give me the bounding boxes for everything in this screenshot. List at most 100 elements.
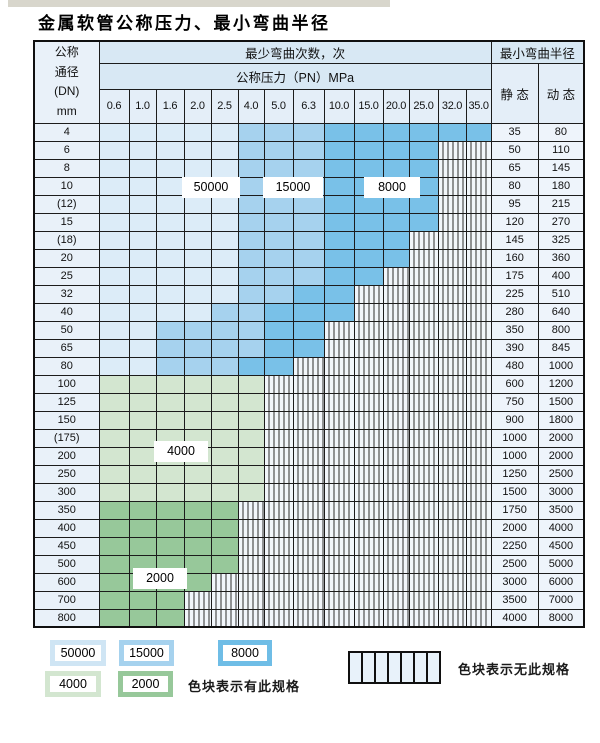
no-spec-cell xyxy=(353,536,384,556)
no-spec-cell xyxy=(323,482,355,502)
spec-cell xyxy=(382,122,410,142)
spec-cell xyxy=(98,320,130,340)
no-spec-cell xyxy=(323,590,355,610)
spec-cell xyxy=(128,536,157,556)
no-spec-cell xyxy=(323,536,355,556)
no-spec-cell xyxy=(437,284,467,304)
no-spec-cell xyxy=(353,482,384,502)
spec-cell xyxy=(237,374,265,394)
spec-cell xyxy=(292,230,325,250)
spec-cell xyxy=(128,320,157,340)
spec-cell xyxy=(237,482,265,502)
spec-cell xyxy=(382,248,410,268)
pressure-tick: 0.6 xyxy=(98,88,130,124)
dynamic-radius-value: 2000 xyxy=(537,446,585,466)
table-row: 450 2250 4500 xyxy=(33,536,585,556)
spec-cell xyxy=(128,302,157,322)
spec-cell xyxy=(183,194,212,214)
no-spec-cell xyxy=(183,590,212,610)
table-row: 6 50 110 xyxy=(33,140,585,160)
spec-cell xyxy=(210,338,239,358)
spec-cell xyxy=(382,140,410,160)
spec-cell xyxy=(323,194,355,214)
spec-cell xyxy=(128,590,157,610)
no-spec-cell xyxy=(437,158,467,178)
scan-edge-strip xyxy=(8,0,390,7)
no-spec-cell xyxy=(465,392,492,412)
no-spec-cell xyxy=(382,608,410,628)
no-spec-cell xyxy=(408,266,439,286)
no-spec-cell xyxy=(408,518,439,538)
spec-cell xyxy=(98,338,130,358)
row-dn-label: 6 xyxy=(33,140,100,160)
no-spec-cell xyxy=(292,536,325,556)
row-dn-label: 65 xyxy=(33,338,100,358)
spec-cell xyxy=(183,248,212,268)
table-row: (18) 145 325 xyxy=(33,230,585,250)
no-spec-cell xyxy=(323,608,355,628)
row-dn-label: (175) xyxy=(33,428,100,448)
spec-cell xyxy=(183,572,212,592)
no-spec-cell xyxy=(465,158,492,178)
no-spec-cell xyxy=(263,536,294,556)
no-spec-cell xyxy=(465,482,492,502)
spec-cell xyxy=(155,302,185,322)
spec-cell xyxy=(98,446,130,466)
legend-swatch-4000: 4000 xyxy=(45,671,101,697)
row-dn-label: 8 xyxy=(33,158,100,178)
no-spec-cell xyxy=(437,194,467,214)
spec-cell xyxy=(155,140,185,160)
dynamic-radius-value: 145 xyxy=(537,158,585,178)
spec-cell xyxy=(128,122,157,142)
no-spec-cell xyxy=(465,410,492,430)
dynamic-radius-value: 2500 xyxy=(537,464,585,484)
no-spec-swatch-cell xyxy=(415,653,428,682)
no-spec-cell xyxy=(382,446,410,466)
row-dn-label: 600 xyxy=(33,572,100,592)
dynamic-radius-value: 1200 xyxy=(537,374,585,394)
row-dn-label: 20 xyxy=(33,248,100,268)
static-radius-value: 480 xyxy=(490,356,539,376)
no-spec-swatch-cell xyxy=(363,653,376,682)
no-spec-cell xyxy=(353,356,384,376)
no-spec-cell xyxy=(292,446,325,466)
cycle-count-label: 8000 xyxy=(364,177,420,198)
table-row: 4 35 80 xyxy=(33,122,585,142)
spec-cell xyxy=(323,158,355,178)
no-spec-cell xyxy=(465,140,492,160)
table-row: 250 1250 2500 xyxy=(33,464,585,484)
spec-cell xyxy=(128,518,157,538)
spec-cell xyxy=(237,230,265,250)
no-spec-cell xyxy=(323,464,355,484)
nominal-pressure-header: 公称压力（PN）MPa xyxy=(98,62,492,90)
spec-cell xyxy=(292,302,325,322)
spec-cell xyxy=(98,230,130,250)
pressure-tick: 20.0 xyxy=(382,88,410,124)
no-spec-cell xyxy=(292,482,325,502)
no-spec-cell xyxy=(437,590,467,610)
spec-cell xyxy=(98,572,130,592)
row-dn-label: 80 xyxy=(33,356,100,376)
dn-header-line: (DN) xyxy=(54,84,80,99)
spec-cell xyxy=(98,212,130,232)
spec-cell xyxy=(183,320,212,340)
no-spec-cell xyxy=(263,428,294,448)
spec-cell xyxy=(323,212,355,232)
dynamic-radius-value: 2000 xyxy=(537,428,585,448)
no-spec-cell xyxy=(292,608,325,628)
table-row: 32 225 510 xyxy=(33,284,585,304)
static-column-header: 静 态 xyxy=(490,62,539,124)
table-row: 400 2000 4000 xyxy=(33,518,585,538)
table-row: (175) 1000 2000 xyxy=(33,428,585,448)
no-spec-cell xyxy=(353,518,384,538)
spec-cell xyxy=(210,248,239,268)
no-spec-cell xyxy=(353,392,384,412)
no-spec-cell xyxy=(408,536,439,556)
spec-cell xyxy=(183,356,212,376)
row-dn-label: 32 xyxy=(33,284,100,304)
spec-cell xyxy=(237,158,265,178)
dynamic-radius-value: 5000 xyxy=(537,554,585,574)
spec-cell xyxy=(155,356,185,376)
no-spec-cell xyxy=(408,392,439,412)
